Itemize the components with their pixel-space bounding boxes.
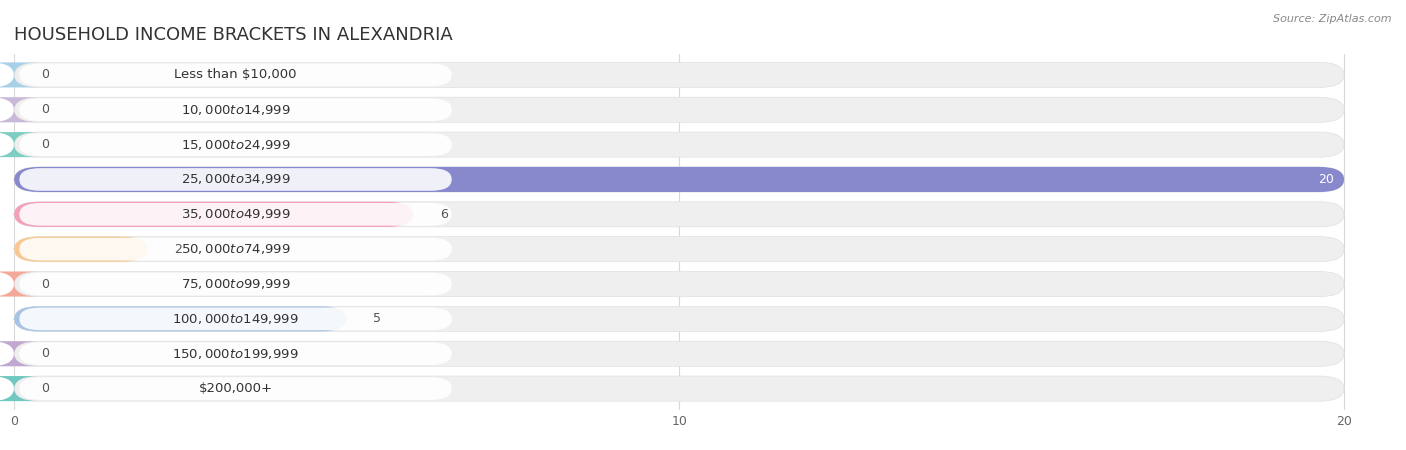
FancyBboxPatch shape — [0, 271, 39, 297]
Text: 0: 0 — [41, 138, 49, 151]
FancyBboxPatch shape — [20, 133, 451, 156]
FancyBboxPatch shape — [14, 202, 413, 227]
FancyBboxPatch shape — [20, 99, 451, 121]
Text: $10,000 to $14,999: $10,000 to $14,999 — [181, 103, 291, 117]
FancyBboxPatch shape — [20, 377, 451, 400]
FancyBboxPatch shape — [0, 341, 39, 366]
FancyBboxPatch shape — [14, 376, 1344, 401]
FancyBboxPatch shape — [14, 237, 148, 262]
Text: $35,000 to $49,999: $35,000 to $49,999 — [181, 207, 291, 221]
FancyBboxPatch shape — [14, 202, 1344, 227]
FancyBboxPatch shape — [20, 342, 451, 365]
Text: $50,000 to $74,999: $50,000 to $74,999 — [181, 242, 291, 256]
Text: HOUSEHOLD INCOME BRACKETS IN ALEXANDRIA: HOUSEHOLD INCOME BRACKETS IN ALEXANDRIA — [14, 26, 453, 44]
FancyBboxPatch shape — [20, 63, 451, 86]
FancyBboxPatch shape — [20, 307, 451, 330]
Text: $100,000 to $149,999: $100,000 to $149,999 — [173, 312, 299, 326]
FancyBboxPatch shape — [14, 306, 347, 332]
Text: 0: 0 — [41, 382, 49, 395]
FancyBboxPatch shape — [0, 97, 39, 122]
FancyBboxPatch shape — [14, 306, 1344, 332]
FancyBboxPatch shape — [14, 167, 1344, 192]
Text: 5: 5 — [373, 312, 381, 325]
FancyBboxPatch shape — [20, 168, 451, 191]
FancyBboxPatch shape — [0, 63, 39, 87]
FancyBboxPatch shape — [14, 132, 1344, 157]
FancyBboxPatch shape — [0, 132, 39, 157]
FancyBboxPatch shape — [14, 271, 1344, 297]
FancyBboxPatch shape — [20, 238, 451, 261]
Text: 0: 0 — [41, 103, 49, 116]
Text: $75,000 to $99,999: $75,000 to $99,999 — [181, 277, 291, 291]
FancyBboxPatch shape — [20, 203, 451, 225]
FancyBboxPatch shape — [0, 376, 39, 401]
FancyBboxPatch shape — [14, 341, 1344, 366]
Text: 0: 0 — [41, 68, 49, 81]
Text: Less than $10,000: Less than $10,000 — [174, 68, 297, 81]
FancyBboxPatch shape — [20, 273, 451, 295]
Text: 20: 20 — [1319, 173, 1334, 186]
Text: Source: ZipAtlas.com: Source: ZipAtlas.com — [1274, 14, 1392, 23]
Text: 6: 6 — [440, 208, 447, 221]
Text: 0: 0 — [41, 347, 49, 360]
Text: $15,000 to $24,999: $15,000 to $24,999 — [181, 138, 291, 152]
FancyBboxPatch shape — [14, 167, 1344, 192]
Text: 0: 0 — [41, 278, 49, 291]
FancyBboxPatch shape — [14, 97, 1344, 122]
FancyBboxPatch shape — [14, 63, 1344, 87]
Text: 2: 2 — [174, 243, 181, 256]
FancyBboxPatch shape — [14, 237, 1344, 262]
Text: $150,000 to $199,999: $150,000 to $199,999 — [173, 347, 299, 361]
Text: $25,000 to $34,999: $25,000 to $34,999 — [181, 172, 291, 186]
Text: $200,000+: $200,000+ — [198, 382, 273, 395]
